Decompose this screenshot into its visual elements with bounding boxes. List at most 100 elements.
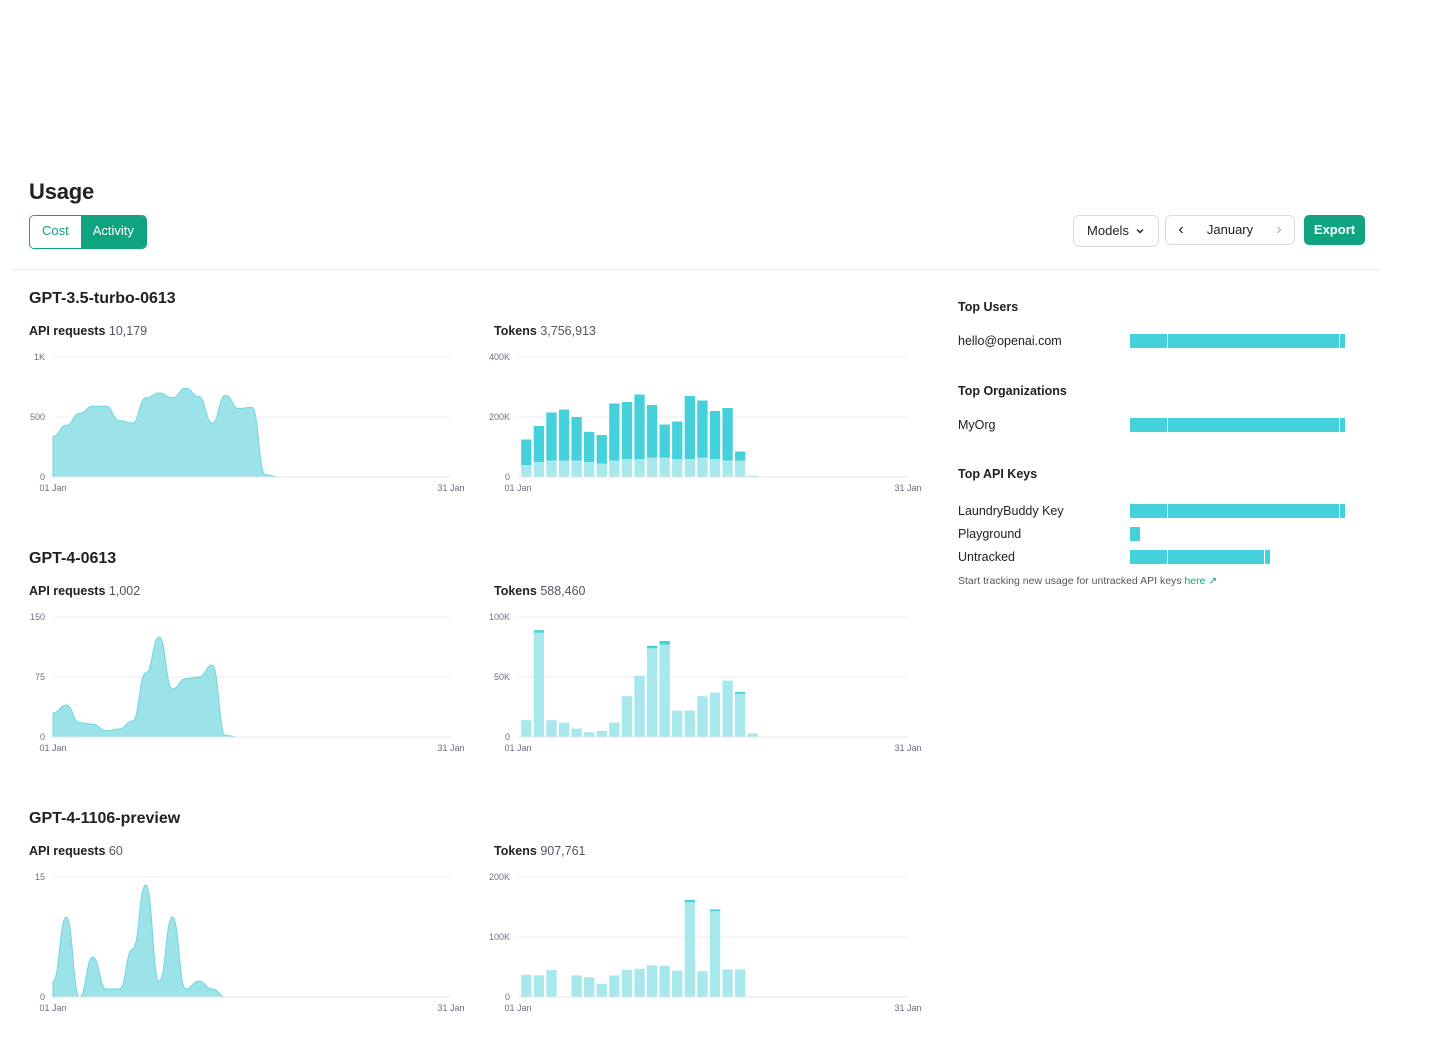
- bar-segment: [634, 394, 645, 459]
- bar-segment: [722, 680, 733, 737]
- bar-segment: [659, 965, 670, 997]
- x-tick-label: 01 Jan: [504, 483, 531, 493]
- bar-segment: [684, 459, 695, 477]
- y-tick-label: 0: [40, 992, 45, 1002]
- bar-segment: [659, 457, 670, 477]
- bar-segment: [722, 408, 733, 461]
- bar-segment: [533, 975, 545, 997]
- bar-segment: [697, 971, 708, 997]
- bar-segment: [621, 696, 633, 737]
- bar-segment: [521, 465, 532, 477]
- api-key-bar: [1130, 527, 1140, 541]
- y-tick-label: 100K: [489, 612, 510, 622]
- bar-segment: [659, 424, 670, 458]
- tokens-label: Tokens: [494, 584, 537, 598]
- bar-segment: [546, 412, 557, 461]
- header-divider: [12, 269, 1380, 270]
- tokens-chart: 0 100K 200K 01 Jan 31 Jan: [489, 872, 922, 1013]
- bar-segment: [558, 409, 570, 461]
- tab-cost[interactable]: Cost: [30, 216, 81, 248]
- models-dropdown-label: Models: [1087, 223, 1129, 238]
- top-org-label: MyOrg: [958, 418, 996, 432]
- bar-segment: [584, 462, 595, 477]
- tokens-label: Tokens: [494, 324, 537, 338]
- bar-segment: [533, 632, 545, 737]
- bar-segment: [634, 459, 645, 477]
- x-tick-label: 31 Jan: [894, 1003, 921, 1013]
- bar-segment: [558, 460, 570, 477]
- bar-segment: [609, 975, 620, 997]
- untracked-note: Start tracking new usage for untracked A…: [958, 575, 1217, 587]
- y-tick-label: 500: [30, 412, 45, 422]
- bar-segment: [735, 969, 746, 997]
- y-tick-label: 0: [40, 472, 45, 482]
- bar-segment: [684, 710, 695, 737]
- bar-segment: [596, 983, 607, 997]
- x-tick-label: 01 Jan: [504, 743, 531, 753]
- api-key-bar: [1130, 504, 1345, 518]
- chevron-down-icon: [1136, 229, 1144, 234]
- bar-segment: [646, 405, 658, 458]
- bar-segment: [596, 731, 607, 737]
- arrow-up-right-icon: ↗: [1208, 575, 1218, 587]
- y-tick-label: 200K: [489, 412, 510, 422]
- api-requests-metric: API requests 1,002: [29, 584, 140, 598]
- bar-segment: [546, 460, 557, 477]
- bar-segment: [533, 462, 545, 477]
- y-tick-label: 75: [35, 672, 45, 682]
- tab-activity[interactable]: Activity: [80, 216, 146, 248]
- top-user-bar: [1130, 334, 1345, 348]
- bar-segment: [722, 969, 733, 997]
- bar-segment: [709, 459, 721, 477]
- bar-segment: [709, 911, 721, 997]
- bar-segment: [609, 722, 620, 737]
- bar-segment: [735, 692, 746, 694]
- api-key-label: LaundryBuddy Key: [958, 504, 1064, 518]
- bar-segment: [672, 970, 683, 997]
- bar-segment: [621, 459, 633, 477]
- bar-segment: [609, 403, 620, 461]
- x-tick-label: 01 Jan: [39, 483, 66, 493]
- bar-segment: [571, 975, 582, 997]
- bar-segment: [709, 411, 721, 459]
- bar-segment: [571, 460, 582, 477]
- bar-segment: [646, 645, 658, 649]
- bar-segment: [646, 648, 658, 737]
- bar-segment: [634, 675, 645, 737]
- bar-segment: [684, 899, 695, 903]
- chevron-right-icon[interactable]: ›: [1276, 221, 1282, 238]
- top-users-heading: Top Users: [958, 300, 1019, 314]
- model-title: GPT-4-1106-preview: [29, 810, 181, 827]
- api-requests-metric: API requests 10,179: [29, 324, 147, 338]
- api-requests-metric: API requests 60: [29, 844, 123, 858]
- bar-segment: [584, 977, 595, 997]
- y-tick-label: 1K: [34, 352, 45, 362]
- bar-segment: [747, 733, 758, 737]
- bar-segment: [584, 732, 595, 737]
- x-tick-label: 31 Jan: [437, 1003, 464, 1013]
- bar-segment: [596, 435, 607, 464]
- untracked-note-link[interactable]: here ↗: [1184, 575, 1218, 587]
- bar-segment: [521, 439, 532, 465]
- models-dropdown[interactable]: Models: [1073, 215, 1159, 247]
- x-tick-label: 31 Jan: [894, 743, 921, 753]
- bar-segment: [571, 728, 582, 737]
- bar-segment: [709, 909, 721, 912]
- requests-label: API requests: [29, 324, 106, 338]
- bar-segment: [621, 402, 633, 459]
- requests-label: API requests: [29, 584, 106, 598]
- tokens-chart: 0 200K 400K 01 Jan 31 Jan: [489, 352, 922, 493]
- y-tick-label: 0: [505, 732, 510, 742]
- bar-segment: [697, 696, 708, 737]
- requests-total: 60: [108, 844, 123, 858]
- top-org-bar: [1130, 418, 1345, 432]
- chevron-left-icon[interactable]: ‹: [1178, 221, 1184, 238]
- y-tick-label: 0: [505, 472, 510, 482]
- bar-segment: [697, 400, 708, 458]
- api-key-label: Untracked: [958, 550, 1015, 564]
- top-keys-heading: Top API Keys: [958, 467, 1038, 481]
- export-button[interactable]: Export: [1304, 215, 1365, 245]
- bar-segment: [646, 965, 658, 997]
- api-key-bar: [1130, 550, 1270, 564]
- bar-segment: [735, 693, 746, 737]
